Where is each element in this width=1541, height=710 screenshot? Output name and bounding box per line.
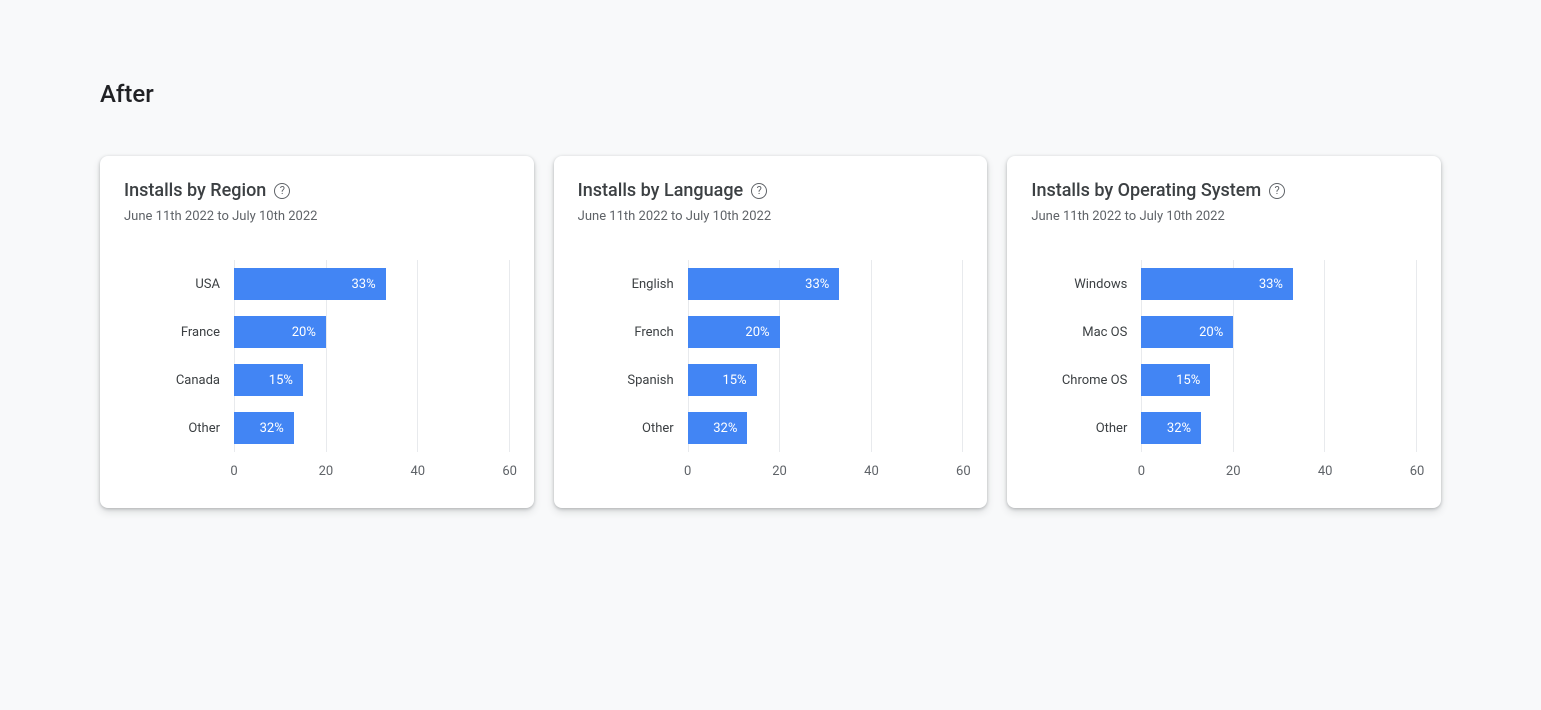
tick: 20 [772,464,787,479]
cards-container: Installs by Region ? June 11th 2022 to J… [100,156,1441,508]
plot-area: 33% 20% 15% 32% [1141,260,1417,452]
bar-value: 33% [351,277,375,292]
card-subtitle: June 11th 2022 to July 10th 2022 [124,209,510,224]
card-region: Installs by Region ? June 11th 2022 to J… [100,156,534,508]
tick: 40 [410,464,425,479]
bar-label: Other [578,404,688,452]
card-language: Installs by Language ? June 11th 2022 to… [554,156,988,508]
bar: 15% [688,364,757,396]
plot-area: 33% 20% 15% 32% [234,260,510,452]
bar-label: Windows [1031,260,1141,308]
bar: 15% [234,364,303,396]
chart-os: Windows Mac OS Chrome OS Other 33% 20% [1031,260,1417,480]
bar: 20% [688,316,780,348]
x-axis-ticks: 0 20 40 60 [1141,464,1417,480]
help-icon[interactable]: ? [751,183,767,199]
bar: 32% [1141,412,1201,444]
bar-label: Canada [124,356,234,404]
tick: 60 [502,464,517,479]
card-header: Installs by Language ? June 11th 2022 to… [578,180,964,224]
tick: 0 [230,464,237,479]
bar-label: France [124,308,234,356]
x-axis-ticks: 0 20 40 60 [234,464,510,480]
bar-value: 33% [805,277,829,292]
bars: 33% 20% 15% 32% [1141,260,1417,452]
bar-label: USA [124,260,234,308]
tick: 0 [684,464,691,479]
tick: 20 [1226,464,1241,479]
x-axis-ticks: 0 20 40 60 [688,464,964,480]
card-header: Installs by Region ? June 11th 2022 to J… [124,180,510,224]
bar: 33% [688,268,840,300]
bar: 32% [688,412,748,444]
chart-language: English French Spanish Other 33% 20% [578,260,964,480]
bar: 20% [234,316,326,348]
bar-label: Spanish [578,356,688,404]
bar-value: 32% [260,421,284,436]
help-icon[interactable]: ? [274,183,290,199]
y-axis-labels: USA France Canada Other [124,260,234,452]
bar-label: French [578,308,688,356]
card-title: Installs by Region [124,180,266,201]
help-icon[interactable]: ? [1269,183,1285,199]
bar-value: 32% [1167,421,1191,436]
card-title: Installs by Language [578,180,744,201]
bar-value: 20% [745,325,769,340]
y-axis-labels: Windows Mac OS Chrome OS Other [1031,260,1141,452]
page-title: After [100,80,1441,108]
tick: 0 [1138,464,1145,479]
bar: 20% [1141,316,1233,348]
bar: 33% [234,268,386,300]
bar-value: 15% [722,373,746,388]
bars: 33% 20% 15% 32% [688,260,964,452]
plot-area: 33% 20% 15% 32% [688,260,964,452]
bar-label: Mac OS [1031,308,1141,356]
bar: 33% [1141,268,1293,300]
bar: 15% [1141,364,1210,396]
bar-value: 20% [1199,325,1223,340]
bar-label: Other [1031,404,1141,452]
bars: 33% 20% 15% 32% [234,260,510,452]
tick: 60 [1410,464,1425,479]
bar-value: 32% [713,421,737,436]
tick: 20 [319,464,334,479]
card-subtitle: June 11th 2022 to July 10th 2022 [1031,209,1417,224]
bar-label: Chrome OS [1031,356,1141,404]
chart-region: USA France Canada Other 33% 20% [124,260,510,480]
bar-value: 20% [292,325,316,340]
bar-value: 33% [1259,277,1283,292]
bar-value: 15% [269,373,293,388]
bar: 32% [234,412,294,444]
bar-label: English [578,260,688,308]
bar-label: Other [124,404,234,452]
card-subtitle: June 11th 2022 to July 10th 2022 [578,209,964,224]
card-os: Installs by Operating System ? June 11th… [1007,156,1441,508]
card-header: Installs by Operating System ? June 11th… [1031,180,1417,224]
bar-value: 15% [1176,373,1200,388]
tick: 60 [956,464,971,479]
y-axis-labels: English French Spanish Other [578,260,688,452]
tick: 40 [1318,464,1333,479]
card-title: Installs by Operating System [1031,180,1261,201]
tick: 40 [864,464,879,479]
